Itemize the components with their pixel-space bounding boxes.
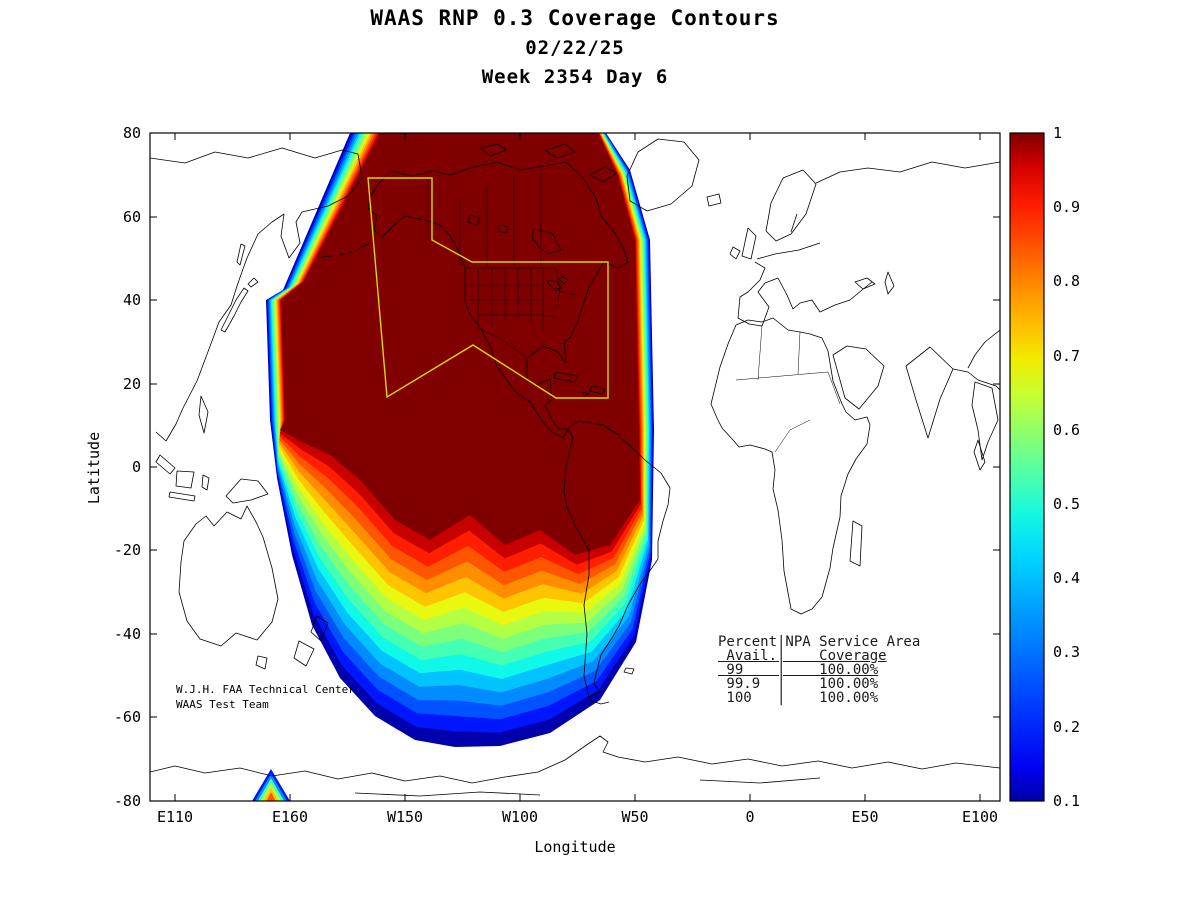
colorbar-gradient xyxy=(1009,132,1045,802)
x-tick-label: W150 xyxy=(387,808,423,826)
colorbar-tick-label: 0.7 xyxy=(1053,347,1080,365)
colorbar: 1 0.9 0.8 0.7 0.6 0.5 0.4 0.3 0.2 0.1 xyxy=(1009,124,1080,810)
arctic-archipelago xyxy=(479,143,618,183)
scandinavia-coastline xyxy=(765,169,817,242)
plot-title: WAAS RNP 0.3 Coverage Contours xyxy=(370,6,780,30)
x-axis-label: Longitude xyxy=(534,838,616,856)
colorbar-tick-label: 1 xyxy=(1053,124,1062,142)
y-tick-label: 80 xyxy=(123,124,141,142)
coverage-table-line: 100 | 100.00% xyxy=(718,690,879,706)
colorbar-tick-label: 0.9 xyxy=(1053,198,1080,216)
y-tick-label: 40 xyxy=(123,291,141,309)
new-zealand-coastline xyxy=(293,615,329,667)
plot-week: Week 2354 Day 6 xyxy=(481,66,669,88)
y-tick-label: -20 xyxy=(114,541,141,559)
antarctica-coastline xyxy=(150,735,1000,797)
y-tick-label: 0 xyxy=(132,458,141,476)
india-coastline xyxy=(905,346,954,439)
coverage-table-line: 99 | 100.00% xyxy=(718,662,879,678)
colorbar-tick-label: 0.1 xyxy=(1053,792,1080,810)
contour-band-1 xyxy=(280,133,640,555)
axis-ticks: E110 E160 W150 W100 W50 0 E50 E100 80 60 40 20 0 -20 -… xyxy=(114,124,1000,826)
iceland-coastline xyxy=(706,193,722,207)
caribbean-islands xyxy=(553,371,606,397)
southeast-asia-coastline xyxy=(952,329,1000,471)
asia-east-coastline xyxy=(150,147,363,442)
world-coastlines xyxy=(150,138,1000,797)
canada-lakes xyxy=(467,214,509,234)
colorbar-tick-label: 0.8 xyxy=(1053,272,1080,290)
y-axis-label: Latitude xyxy=(85,431,104,505)
africa-coastline xyxy=(710,317,871,615)
british-isles-coastline xyxy=(729,227,757,260)
y-tick-label: -80 xyxy=(114,792,141,810)
canada-province-borders xyxy=(427,168,542,266)
axis-box: E110 E160 W150 W100 W50 0 E50 E100 80 60 40 20 0 -20 -… xyxy=(114,124,1001,826)
credit-text: W.J.H. FAA Technical Center WAAS Test Te… xyxy=(176,682,355,713)
europe-coastline xyxy=(737,242,873,327)
npa-service-area-outline xyxy=(367,177,609,399)
arabia-coastline xyxy=(832,345,885,410)
x-tick-label: E160 xyxy=(272,808,308,826)
colorbar-labels: 1 0.9 0.8 0.7 0.6 0.5 0.4 0.3 0.2 0.1 xyxy=(1053,124,1080,810)
y-tick-label: -60 xyxy=(114,708,141,726)
colorbar-tick-label: 0.2 xyxy=(1053,718,1080,736)
great-lakes xyxy=(547,275,569,290)
y-tick-label: 20 xyxy=(123,375,141,393)
credit-line-2: WAAS Test Team xyxy=(176,698,269,712)
us-state-borders xyxy=(466,267,576,359)
aleutian-islands xyxy=(321,242,371,258)
coverage-table-line: Percent|NPA Service Area xyxy=(718,634,921,650)
title-block: WAAS RNP 0.3 Coverage Contours 02/22/25 … xyxy=(150,6,1000,88)
x-tick-label: 0 xyxy=(745,808,754,826)
x-tick-label: E50 xyxy=(851,808,878,826)
new-guinea-coastline xyxy=(225,478,269,504)
coverage-table-line: 99.9 | 100.00% xyxy=(718,676,879,692)
x-tick-label: E110 xyxy=(157,808,193,826)
colorbar-tick-label: 0.4 xyxy=(1053,569,1080,587)
x-tick-label: W100 xyxy=(502,808,538,826)
x-tick-label: W50 xyxy=(621,808,648,826)
antarctic-coverage-spot xyxy=(266,792,276,801)
plot-date: 02/22/25 xyxy=(525,37,625,59)
credit-line-1: W.J.H. FAA Technical Center xyxy=(176,683,355,696)
sakhalin-coastline xyxy=(236,243,246,266)
political-borders xyxy=(427,168,841,453)
black-caspian-seas xyxy=(854,271,895,295)
npa-coverage-table: Percent|NPA Service Area Avail.| Coverag… xyxy=(718,635,920,705)
colorbar-tick-label: 0.5 xyxy=(1053,495,1080,513)
hudson-bay-coastline xyxy=(531,228,562,255)
colorbar-tick-label: 0.3 xyxy=(1053,643,1080,661)
contour-bands xyxy=(252,133,654,801)
south-america-coastline xyxy=(563,420,671,705)
colorbar-tick-label: 0.6 xyxy=(1053,421,1080,439)
arctic-russia-coastline xyxy=(815,161,1000,184)
greenland-coastline xyxy=(626,138,700,212)
japan-coastline xyxy=(220,277,259,333)
madagascar-coastline xyxy=(849,520,863,567)
australia-coastline xyxy=(178,505,279,670)
coverage-table-line: Avail.| Coverage xyxy=(718,648,887,664)
indonesia-coastline xyxy=(155,395,210,502)
y-tick-label: -40 xyxy=(114,625,141,643)
africa-country-borders xyxy=(735,324,841,453)
y-tick-label: 60 xyxy=(123,208,141,226)
x-tick-label: E100 xyxy=(962,808,998,826)
